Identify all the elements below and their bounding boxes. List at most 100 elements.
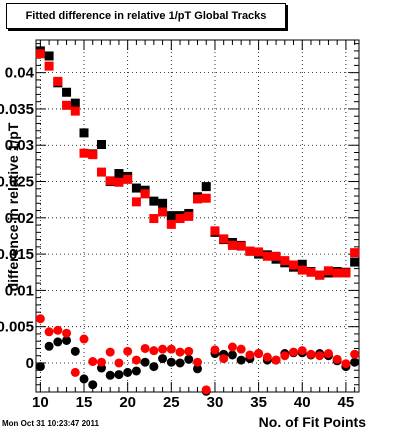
- data-point-circle-s3: [341, 359, 351, 369]
- data-point-circle-s3: [306, 349, 316, 359]
- data-point-square-s1: [350, 248, 360, 258]
- x-tick-label: 25: [163, 394, 180, 411]
- data-point-circle-s2: [131, 366, 141, 376]
- data-point-circle-s2: [140, 357, 150, 367]
- data-point-square-s1: [210, 226, 220, 236]
- data-point-circle-s2: [149, 362, 159, 372]
- data-point-circle-s2: [175, 358, 185, 368]
- data-point-square-s0: [131, 183, 141, 193]
- data-point-circle-s3: [96, 357, 106, 367]
- data-point-square-s1: [70, 106, 80, 116]
- data-point-circle-s3: [53, 325, 63, 335]
- data-point-circle-s3: [175, 347, 185, 357]
- x-tick-label: 30: [207, 394, 224, 411]
- data-point-square-s1: [44, 61, 54, 71]
- data-point-circle-s3: [114, 358, 124, 368]
- data-point-circle-s2: [70, 346, 80, 356]
- data-point-circle-s3: [332, 354, 342, 364]
- y-tick-label: 0.005: [0, 319, 34, 336]
- data-point-square-s0: [350, 257, 360, 267]
- data-point-square-s1: [201, 193, 211, 203]
- data-point-square-s1: [323, 266, 333, 276]
- data-point-circle-s3: [350, 349, 360, 359]
- data-point-circle-s2: [79, 374, 89, 384]
- data-point-circle-s3: [184, 346, 194, 356]
- y-tick-label: 0: [26, 355, 34, 372]
- x-tick-label: 35: [250, 394, 267, 411]
- y-tick-label: 0.02: [5, 210, 34, 227]
- data-point-circle-s2: [62, 335, 72, 345]
- data-point-square-s1: [62, 100, 72, 110]
- x-tick-label: 40: [294, 394, 311, 411]
- data-point-circle-s3: [219, 354, 229, 364]
- data-point-square-s1: [123, 174, 133, 184]
- data-points: [35, 46, 360, 396]
- data-point-circle-s3: [236, 344, 246, 354]
- data-point-circle-s3: [315, 351, 325, 361]
- data-point-square-s0: [158, 198, 168, 208]
- axis-ticks: [36, 40, 359, 392]
- data-point-circle-s3: [323, 349, 333, 359]
- data-point-square-s1: [140, 189, 150, 199]
- data-point-square-s1: [88, 150, 98, 160]
- data-point-square-s1: [254, 247, 264, 257]
- data-point-square-s1: [96, 167, 106, 177]
- data-point-square-s1: [131, 197, 141, 207]
- data-point-square-s0: [114, 169, 124, 179]
- data-point-circle-s3: [271, 355, 281, 365]
- data-point-circle-s2: [35, 362, 45, 372]
- data-point-circle-s3: [166, 344, 176, 354]
- data-point-circle-s3: [44, 327, 54, 337]
- data-point-square-s0: [149, 196, 159, 206]
- data-point-circle-s3: [193, 357, 202, 367]
- data-point-square-s1: [79, 148, 89, 158]
- data-point-square-s0: [96, 140, 106, 150]
- data-point-square-s1: [166, 219, 176, 229]
- data-point-square-s1: [193, 194, 202, 204]
- data-point-square-s0: [297, 259, 307, 269]
- data-point-circle-s3: [105, 347, 115, 357]
- x-tick-label: 20: [119, 394, 136, 411]
- data-point-circle-s3: [289, 347, 299, 357]
- data-point-square-s1: [271, 251, 281, 261]
- chart-title: Fitted difference in relative 1/pT Globa…: [6, 3, 286, 29]
- data-point-square-s1: [245, 246, 255, 256]
- data-point-square-s1: [219, 234, 229, 244]
- data-point-square-s1: [315, 270, 325, 280]
- data-point-circle-s3: [35, 314, 45, 324]
- data-point-square-s1: [114, 177, 124, 187]
- data-point-square-s1: [158, 207, 168, 217]
- data-point-square-s1: [289, 260, 299, 270]
- data-point-square-s1: [341, 268, 351, 278]
- data-point-square-s1: [262, 251, 272, 261]
- data-point-circle-s2: [44, 341, 54, 351]
- x-tick-labels: 10 15 20 25 30 35 40 45: [32, 394, 354, 411]
- data-point-square-s1: [149, 214, 159, 224]
- data-point-circle-s3: [254, 349, 264, 359]
- data-point-circle-s2: [53, 337, 63, 347]
- data-point-square-s1: [332, 268, 342, 278]
- data-point-circle-s2: [88, 380, 98, 390]
- data-point-square-s0: [70, 98, 80, 108]
- data-point-square-s0: [62, 87, 72, 97]
- data-point-circle-s3: [245, 350, 255, 360]
- x-tick-label: 45: [338, 394, 355, 411]
- data-point-circle-s3: [210, 345, 220, 355]
- data-point-square-s1: [175, 214, 185, 224]
- data-point-circle-s2: [193, 364, 202, 374]
- data-point-square-s0: [44, 51, 54, 61]
- data-point-circle-s3: [123, 346, 133, 356]
- data-point-circle-s3: [140, 343, 150, 353]
- data-point-circle-s3: [79, 334, 89, 344]
- data-point-circle-s2: [114, 370, 124, 380]
- y-axis-title: difference in relative 1/pT: [5, 122, 21, 291]
- y-tick-label: 0.04: [5, 65, 35, 82]
- data-point-circle-s3: [149, 346, 159, 356]
- data-point-square-s0: [166, 211, 176, 221]
- y-tick-labels: 0 0.005 0.01 0.015 0.02 0.025 0.03 0.035 0.04: [0, 65, 35, 372]
- data-point-circle-s2: [350, 357, 360, 367]
- data-point-square-s1: [280, 256, 290, 266]
- data-point-square-s0: [79, 128, 89, 138]
- data-point-circle-s2: [105, 370, 115, 380]
